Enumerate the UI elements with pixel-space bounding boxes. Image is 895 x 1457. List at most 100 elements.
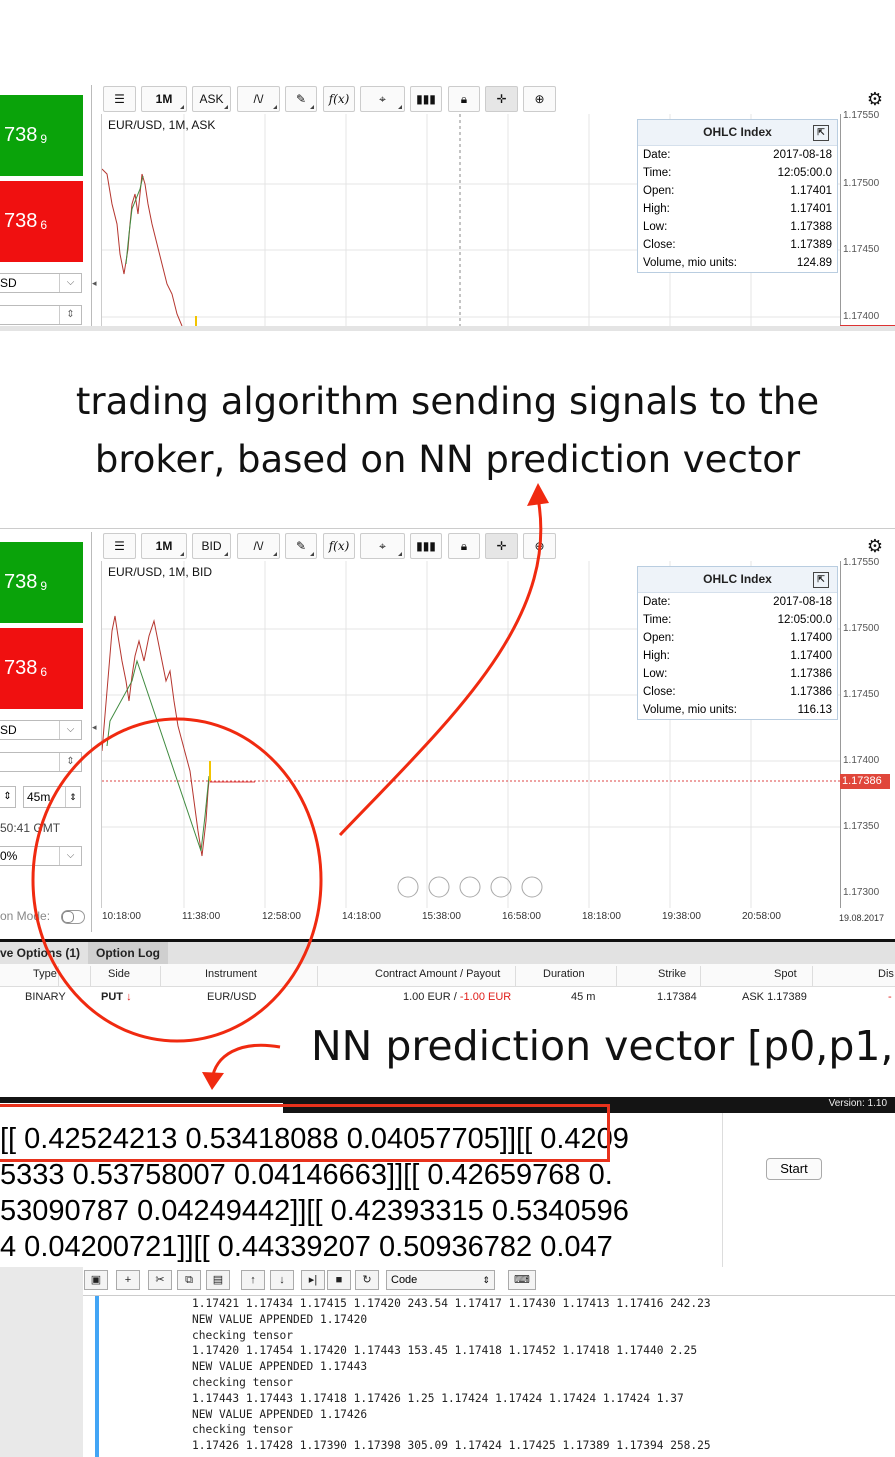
timeframe-select[interactable]: 1M [141,533,187,559]
option-tabs: ve Options (1) Option Log [0,939,895,964]
currency-select[interactable]: SD ⌵ [0,273,82,293]
buy-button[interactable]: 738 9 [0,95,83,176]
ohlc-row-label: Time: [643,614,672,626]
ohlc-row-value: 1.17401 [790,203,832,215]
add-icon[interactable]: + [116,1270,140,1290]
bar-chart-icon[interactable]: ▮▮▮ [410,86,442,112]
ohlc-row-label: High: [643,650,670,662]
fx-label: f(x) [328,92,350,106]
timeframe-select[interactable]: 1M [141,86,187,112]
price-axis: 1.17550 1.17500 1.17450 1.17400 [841,110,895,327]
column-header[interactable]: Type [33,968,57,980]
column-divider [515,966,516,986]
gear-icon[interactable]: ⚙ [866,89,883,109]
version-label: Version: 1.10 [828,1098,887,1109]
ohlc-row-value: 2017-08-18 [773,149,832,161]
pencil-icon[interactable]: ✎ [285,533,317,559]
column-header[interactable]: Side [108,968,131,980]
status-bar-left [0,1097,283,1103]
sell-button[interactable]: 738 6 [0,181,83,262]
column-header[interactable]: Spot [774,968,797,980]
duration-input[interactable]: 45m ⇕ [23,786,81,808]
time-tick: 20:58:00 [742,911,781,922]
stop-icon[interactable]: ■ [327,1270,351,1290]
column-divider [616,966,617,986]
stepper-icon: ⇕ [59,306,81,324]
collapse-icon[interactable]: ◂ [92,278,97,288]
lock-icon[interactable]: 🔒︎ [448,533,480,559]
cell-type-value: Code [391,1274,418,1286]
chart-type-icon[interactable]: /\/ [237,86,280,112]
amount-stepper[interactable]: ⇕ [0,752,82,772]
time-tick: 14:18:00 [342,911,381,922]
ohlc-panel: OHLC Index ⇱ Date: 2017-08-18 Time: 12:05:00… [637,566,838,720]
crosshair-target-icon[interactable]: ⌖ [360,533,405,559]
lock-icon[interactable]: 🔒︎ [448,86,480,112]
price-side-label: BID [201,539,222,553]
arrow-down-icon: ↓ [126,991,132,1003]
tab-active-options[interactable]: ve Options (1) [0,942,89,964]
ohlc-row: Volume, mio units: 124.89 [638,254,837,272]
start-button[interactable]: Start [766,1158,822,1180]
restart-icon[interactable]: ↻ [355,1270,379,1290]
ohlc-row-label: High: [643,203,670,215]
editor-area [0,1267,895,1457]
ohlc-row-value: 1.17386 [790,686,832,698]
buy-price: 738 [4,124,38,146]
vector-line: [[ 0.42524213 0.53418088 0.04057705]][[ … [0,1123,629,1155]
crosshair-icon[interactable]: ✛ [485,86,518,112]
cut-icon[interactable]: ✂ [148,1270,172,1290]
indicator-fx-icon[interactable]: f(x) [323,86,355,112]
cell-type-select[interactable]: Code ⇕ [386,1270,495,1290]
ohlc-row-value: 1.17388 [790,221,832,233]
menu-icon[interactable]: ☰ [103,533,136,559]
column-header[interactable]: Dis [878,968,894,980]
chevron-down-icon: ⇕ [482,1275,490,1285]
price-side-label: ASK [199,92,224,106]
crosshair-icon[interactable]: ✛ [485,533,518,559]
buy-button[interactable]: 738 9 [0,542,83,623]
table-row-clip [0,1004,895,1010]
indicator-fx-icon[interactable]: f(x) [323,533,355,559]
buy-price-sub: 9 [40,578,48,593]
currency-select[interactable]: SD ⌵ [0,720,82,740]
column-header[interactable]: Duration [543,968,585,980]
percent-select[interactable]: 0% ⌵ [0,846,82,866]
sell-button[interactable]: 738 6 [0,628,83,709]
run-step-icon[interactable]: ▸| [301,1270,325,1290]
save-icon[interactable]: ▣ [84,1270,108,1290]
time-stepper[interactable]: ⇕ [0,786,16,808]
mode-toggle[interactable] [61,910,85,924]
chevron-down-icon: ⌵ [59,274,81,292]
column-header[interactable]: Contract Amount / Payout [375,968,501,980]
price-side-select[interactable]: ASK [192,86,231,112]
amount-stepper[interactable]: ⇕ [0,305,82,325]
tab-option-log[interactable]: Option Log [88,942,168,964]
vector-line: 4 0.04200721]][[ 0.44339207 0.50936782 0… [0,1231,613,1263]
currency-select-value: SD [0,723,17,737]
bar-chart-icon[interactable]: ▮▮▮ [410,533,442,559]
menu-icon[interactable]: ☰ [103,86,136,112]
zoom-icon[interactable]: ⊕ [523,86,556,112]
column-header[interactable]: Strike [658,968,687,980]
move-down-icon[interactable]: ↓ [270,1270,294,1290]
chart-type-icon[interactable]: /\/ [237,533,280,559]
price-side-select[interactable]: BID [192,533,231,559]
time-tick: 10:18:00 [102,911,141,922]
copy-icon[interactable]: ⧉ [177,1270,201,1290]
console-line: checking tensor [192,1328,294,1342]
crosshair-target-icon[interactable]: ⌖ [360,86,405,112]
pencil-icon[interactable]: ✎ [285,86,317,112]
popout-icon[interactable]: ⇱ [813,572,829,588]
zoom-icon[interactable]: ⊕ [523,533,556,559]
move-up-icon[interactable]: ↑ [241,1270,265,1290]
sell-price: 738 [4,210,38,232]
collapse-icon[interactable]: ◂ [92,722,97,732]
price-tick: 1.17400 [843,755,880,766]
popout-icon[interactable]: ⇱ [813,125,829,141]
keyboard-icon[interactable]: ⌨ [508,1270,536,1290]
column-header[interactable]: Instrument [205,968,257,980]
gear-icon[interactable]: ⚙ [866,536,883,556]
paste-icon[interactable]: ▤ [206,1270,230,1290]
ohlc-row-label: Date: [643,149,671,161]
